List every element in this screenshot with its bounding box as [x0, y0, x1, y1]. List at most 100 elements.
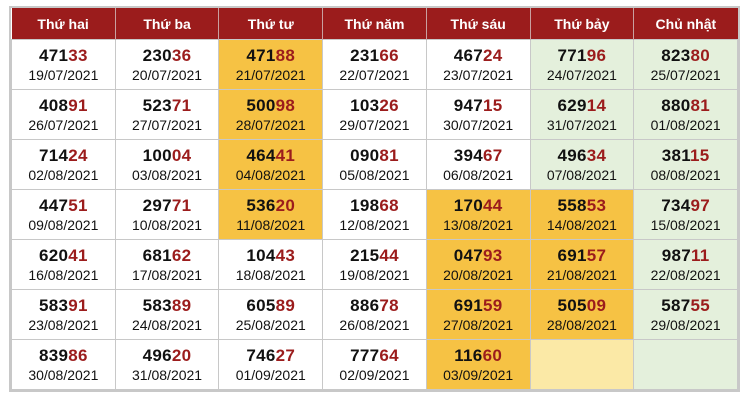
result-date: 31/07/2021: [546, 116, 617, 133]
table-row: 44751 09/08/2021 29771 10/08/2021 53620 11/08…: [11, 189, 738, 240]
table-row: 47133 19/07/2021 23036 20/07/2021 47188 21/07…: [11, 39, 738, 90]
result-date: 30/07/2021: [443, 116, 514, 133]
result-number: 10004: [116, 146, 219, 166]
number-tail: 51: [68, 195, 88, 215]
result-date: 01/08/2021: [650, 116, 721, 133]
result-cell: 19868 12/08/2021: [322, 189, 427, 240]
result-cell: 62041 16/08/2021: [11, 239, 116, 290]
table-body: 47133 19/07/2021 23036 20/07/2021 47188 21/07…: [11, 39, 738, 390]
result-number: 71424: [12, 146, 115, 166]
result-cell: 17044 13/08/2021: [425, 189, 531, 240]
result-number: 39467: [427, 146, 530, 166]
number-tail: 24: [483, 45, 503, 65]
result-number: 68162: [116, 246, 219, 266]
result-cell: [633, 339, 738, 390]
result-number: 09081: [323, 146, 426, 166]
result-date: 22/07/2021: [339, 66, 410, 83]
result-cell: 88081 01/08/2021: [633, 89, 738, 140]
result-number: 10443: [219, 246, 322, 266]
result-date: 28/07/2021: [235, 116, 306, 133]
number-tail: 62: [171, 245, 192, 265]
result-date: 08/08/2021: [650, 166, 721, 183]
result-cell: 47133 19/07/2021: [11, 39, 116, 90]
result-number: 17044: [427, 196, 530, 216]
results-table-container: Thứ hai Thứ ba Thứ tư Thứ năm Thứ sáu Thứ bảy…: [9, 6, 740, 392]
result-date: 09/08/2021: [28, 216, 99, 233]
number-head: 714: [38, 145, 69, 165]
result-number: 60589: [219, 296, 322, 316]
result-cell: 88678 26/08/2021: [322, 289, 427, 340]
result-cell: 09081 05/08/2021: [322, 139, 427, 190]
number-head: 734: [661, 195, 691, 215]
number-head: 116: [454, 345, 483, 365]
result-cell: 10004 03/08/2021: [114, 139, 220, 190]
result-number: 98711: [634, 246, 737, 266]
number-tail: 15: [483, 95, 503, 115]
result-cell: 21544 19/08/2021: [322, 239, 427, 290]
header-row: Thứ hai Thứ ba Thứ tư Thứ năm Thứ sáu Thứ bảy…: [11, 8, 738, 40]
result-date: 22/08/2021: [650, 266, 721, 283]
result-cell: 73497 15/08/2021: [633, 189, 738, 240]
result-cell: 39467 06/08/2021: [425, 139, 531, 190]
number-head: 583: [142, 295, 172, 315]
number-head: 629: [557, 95, 587, 115]
number-head: 620: [38, 245, 69, 265]
result-date: 31/08/2021: [132, 366, 203, 383]
result-date: 26/08/2021: [339, 316, 410, 333]
table-row: 40891 26/07/2021 52371 27/07/2021 50098 28/07…: [11, 89, 738, 140]
number-head: 558: [557, 195, 587, 215]
number-head: 104: [246, 245, 276, 265]
result-cell: 46441 04/08/2021: [218, 139, 324, 190]
result-date: 11/08/2021: [236, 216, 306, 233]
number-tail: 44: [379, 245, 399, 265]
number-head: 987: [661, 245, 691, 265]
result-number: 46441: [219, 146, 322, 166]
number-tail: 27: [275, 345, 296, 365]
number-tail: 91: [68, 295, 88, 315]
number-head: 464: [246, 145, 276, 165]
result-date: 07/08/2021: [546, 166, 617, 183]
result-number: 50098: [219, 96, 322, 116]
result-cell: 11660 03/09/2021: [425, 339, 531, 390]
result-cell: 46724 23/07/2021: [425, 39, 531, 90]
table-row: 62041 16/08/2021 68162 17/08/2021 10443 18/08…: [11, 239, 738, 290]
result-cell: 47188 21/07/2021: [218, 39, 324, 90]
number-head: 823: [661, 45, 691, 65]
number-head: 880: [661, 95, 691, 115]
result-date: 20/08/2021: [443, 266, 514, 283]
result-number: 23036: [116, 46, 219, 66]
number-tail: 15: [690, 145, 710, 165]
number-tail: 44: [483, 195, 503, 215]
result-cell: 74627 01/09/2021: [218, 339, 324, 390]
number-tail: 60: [482, 345, 503, 365]
result-number: 82380: [634, 46, 737, 66]
result-cell: 69159 27/08/2021: [425, 289, 531, 340]
number-tail: 55: [690, 295, 710, 315]
column-header: Thứ năm: [322, 8, 427, 40]
number-head: 605: [246, 295, 276, 315]
result-number: 04793: [427, 246, 530, 266]
result-number: 29771: [116, 196, 219, 216]
result-date: 04/08/2021: [235, 166, 306, 183]
result-date: 23/07/2021: [443, 66, 514, 83]
result-number: 69159: [427, 296, 530, 316]
number-tail: 81: [690, 95, 710, 115]
number-tail: 86: [68, 345, 88, 365]
result-date: 16/08/2021: [28, 266, 99, 283]
number-tail: 57: [586, 245, 607, 265]
number-tail: 20: [275, 195, 296, 215]
result-cell: 49620 31/08/2021: [114, 339, 220, 390]
result-date: 24/07/2021: [546, 66, 617, 83]
result-cell: 40891 26/07/2021: [11, 89, 116, 140]
number-head: 587: [661, 295, 691, 315]
number-tail: 88: [275, 45, 296, 65]
column-header: Thứ bảy: [530, 8, 635, 40]
result-date: 18/08/2021: [235, 266, 306, 283]
result-number: 11660: [427, 346, 530, 366]
number-head: 230: [142, 45, 172, 65]
result-number: 49634: [531, 146, 634, 166]
number-tail: 04: [171, 145, 192, 165]
result-number: 77196: [531, 46, 634, 66]
result-cell: [529, 339, 635, 390]
result-number: 62041: [12, 246, 115, 266]
